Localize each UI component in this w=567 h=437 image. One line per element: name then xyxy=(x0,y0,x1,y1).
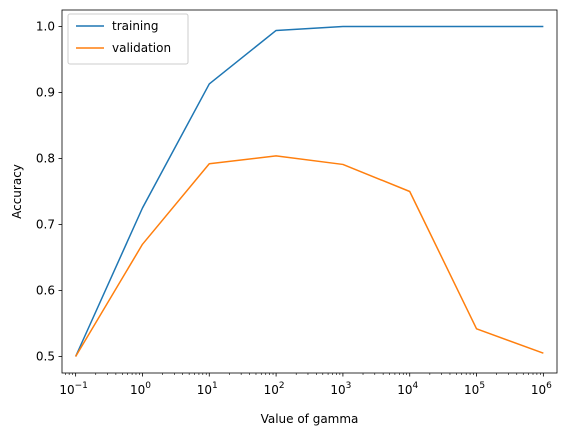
x-tick-label: 10−1 xyxy=(59,381,88,397)
series-lines xyxy=(74,25,544,357)
x-tick-label: 102 xyxy=(264,381,285,397)
plot-frame xyxy=(61,9,558,374)
x-axis-ticks: 10−1 100 101 102 103 104 105 106 xyxy=(59,373,552,397)
legend-label-training: training xyxy=(112,19,159,33)
x-tick-label: 105 xyxy=(464,381,485,397)
series-line-validation xyxy=(74,155,544,357)
y-tick-label: 0.8 xyxy=(36,152,55,166)
y-axis-label: Accuracy xyxy=(10,164,24,219)
y-tick-label: 1.0 xyxy=(36,20,55,34)
x-tick-label: 100 xyxy=(130,381,151,397)
legend: training validation xyxy=(67,13,189,65)
plot-background xyxy=(62,10,557,373)
y-tick-label: 0.5 xyxy=(36,350,55,364)
x-tick-label: 104 xyxy=(397,381,418,397)
x-tick-label: 101 xyxy=(197,381,218,397)
x-tick-label: 106 xyxy=(531,381,552,397)
y-tick-label: 0.6 xyxy=(36,284,55,298)
x-tick-label: 103 xyxy=(330,381,351,397)
x-axis-label: Value of gamma xyxy=(261,412,359,426)
legend-label-validation: validation xyxy=(112,41,171,55)
y-axis-ticks: 0.5 0.6 0.7 0.8 0.9 1.0 xyxy=(36,20,62,364)
series-line-training xyxy=(74,25,544,357)
y-tick-label: 0.7 xyxy=(36,218,55,232)
y-tick-label: 0.9 xyxy=(36,86,55,100)
